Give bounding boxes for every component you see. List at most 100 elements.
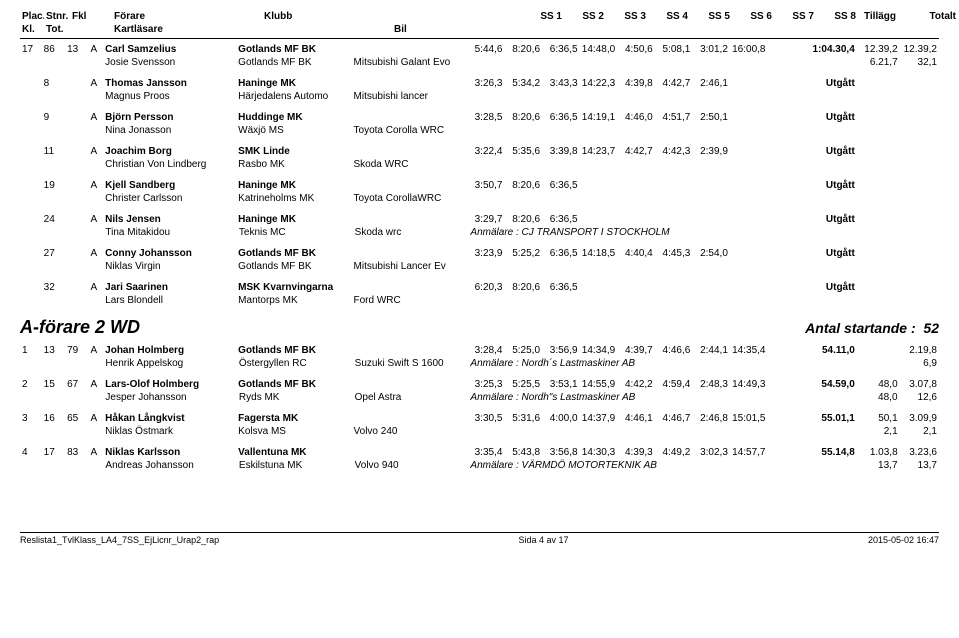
diff-kl: 12.39,2 [857,43,900,56]
ss8 [730,84,768,86]
h-club: Klubb [262,10,392,23]
driver: Niklas Karlsson [103,446,236,459]
tot-fg: 2,1 [900,425,939,438]
tillagg [767,254,803,256]
totalt: Utgått [803,111,856,124]
totalt-col [900,152,939,154]
diff-kl: 1.03,8 [857,446,900,459]
h2-bil: Bil [392,23,522,36]
totalt: 54.59,0 [803,378,856,391]
car: Suzuki Swift S 1600 [353,357,469,370]
totalt-col: 12.39,2 [900,43,939,56]
club: Gotlands MF BK [236,344,351,357]
codriver: Henrik Appelskog [103,357,237,370]
ss7: 2:46,8 [692,412,730,425]
ss3: 6:36,5 [542,111,580,124]
plac [20,288,42,290]
totalt-col [900,220,939,222]
driver: Kjell Sandberg [103,179,236,192]
stnr: 13 [42,344,65,357]
ss6: 4:59,4 [655,378,693,391]
ss8 [730,118,768,120]
fkl [65,220,88,222]
tillagg [767,453,803,455]
diff-kl [857,254,900,256]
ss4: 14:34,9 [580,344,618,357]
tillagg [767,351,803,353]
car: Toyota Corolla WRC [352,124,467,137]
tillagg [767,50,803,52]
plac: 3 [20,412,42,425]
diff-kl [857,84,900,86]
plac [20,118,42,120]
ss2: 8:20,6 [504,213,542,226]
stnr: 19 [42,179,65,192]
totalt-col [900,84,939,86]
stnr: 15 [42,378,65,391]
h-tillagg: Tillägg [858,10,898,23]
diff-fg [856,233,899,235]
driver: Conny Johansson [103,247,236,260]
totalt-col: 3.09,9 [900,412,939,425]
car: Mitsubishi Lancer Ev [352,260,467,273]
fkl: 65 [65,412,88,425]
ss3: 3:56,9 [542,344,580,357]
driver: Lars-Olof Holmberg [103,378,236,391]
ss8 [730,254,768,256]
ss2: 5:25,5 [504,378,542,391]
ss8 [730,152,768,154]
diff-fg [856,364,899,366]
coclub: Wäxjö MS [236,124,351,137]
tillagg [767,118,803,120]
h-ss7: SS 7 [774,10,816,23]
stnr: 86 [42,43,65,56]
class: A [89,446,104,459]
footer-left: Reslista1_TvlKlass_LA4_7SS_EjLicnr_Urap2… [20,535,219,545]
section-title: A-förare 2 WD [20,317,140,338]
plac [20,254,42,256]
stnr: 8 [42,77,65,90]
class: A [89,43,104,56]
tot-fg: 32,1 [900,56,939,69]
tot-fg [900,97,939,99]
codriver: Nina Jonasson [103,124,236,137]
club: Haninge MK [236,213,351,226]
driver: Joachim Borg [103,145,236,158]
codriver: Andreas Johansson [103,459,237,472]
tot-fg [900,199,939,201]
club: Haninge MK [236,77,351,90]
car: Skoda wrc [353,226,469,239]
driver: Thomas Jansson [103,77,236,90]
ss5: 4:46,0 [617,111,655,124]
driver: Johan Holmberg [103,344,236,357]
result-row: 21567ALars-Olof HolmbergGotlands MF BK3:… [20,378,939,404]
coclub: Ryds MK [237,391,353,404]
ss6: 4:45,3 [655,247,693,260]
ss1: 3:50,7 [467,179,505,192]
club: Fagersta MK [236,412,351,425]
codriver: Josie Svensson [103,56,236,69]
tot-fg [900,131,939,133]
diff-fg [857,301,900,303]
ss6: 4:49,2 [655,446,693,459]
ss2: 8:20,6 [504,179,542,192]
class: A [89,412,104,425]
driver: Jari Saarinen [103,281,236,294]
totalt: 55.14,8 [803,446,856,459]
ss7: 2:54,0 [692,247,730,260]
ss5: 4:39,3 [617,446,655,459]
ss7: 2:48,3 [692,378,730,391]
diff-kl [857,220,900,222]
ss2: 5:35,6 [504,145,542,158]
result-row: 24ANils JensenHaninge MK3:29,78:20,66:36… [20,213,939,239]
ss4: 14:22,3 [580,77,618,90]
tot-fg [900,233,939,235]
coclub: Mantorps MK [236,294,351,307]
tillagg [767,288,803,290]
ss8 [730,220,768,222]
h-ss2: SS 2 [564,10,606,23]
result-row: 178613ACarl SamzeliusGotlands MF BK5:44,… [20,43,939,69]
plac [20,152,42,154]
ss4: 14:30,3 [580,446,618,459]
tot-fg: 6,9 [900,357,939,370]
